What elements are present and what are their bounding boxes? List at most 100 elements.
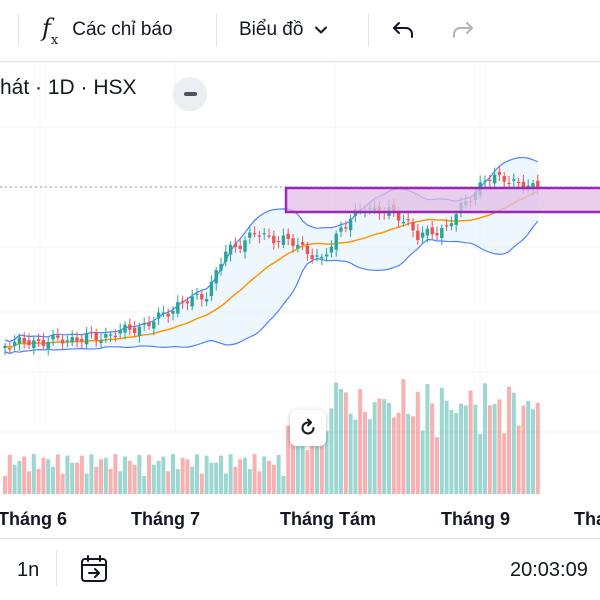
- indicators-label: Các chỉ báo: [72, 19, 173, 40]
- candle-body: [512, 179, 516, 181]
- toolbar-separator: [18, 14, 19, 46]
- candle-body: [17, 337, 22, 344]
- volume-bar: [17, 460, 22, 494]
- candle-body: [430, 227, 434, 235]
- redo-icon: [453, 22, 473, 38]
- candle-body: [8, 348, 12, 350]
- volume-bar: [108, 468, 113, 494]
- reset-chart-button[interactable]: [290, 410, 326, 446]
- volume-bar: [161, 456, 166, 494]
- volume-bar: [84, 473, 89, 494]
- candle-body: [267, 235, 271, 237]
- candle-body: [286, 233, 290, 239]
- candle-body: [444, 225, 449, 227]
- volume-bar: [199, 473, 204, 494]
- volume-bar: [526, 400, 531, 494]
- volume-bar: [137, 454, 142, 494]
- volume-bar: [401, 379, 406, 494]
- volume-bar: [291, 423, 295, 494]
- volume-bar: [454, 413, 459, 494]
- volume-bar: [295, 418, 300, 494]
- symbol-legend[interactable]: hát · 1D · HSX: [0, 76, 137, 99]
- volume-bar: [406, 413, 411, 494]
- volume-bar: [79, 455, 84, 494]
- candle-body: [3, 346, 7, 348]
- undo-button[interactable]: [390, 10, 416, 50]
- candle-body: [300, 242, 305, 245]
- minus-icon: [183, 92, 197, 96]
- candle-body: [56, 335, 60, 338]
- candle-body: [276, 240, 281, 243]
- candle-body: [166, 313, 170, 317]
- candle-body: [152, 321, 156, 329]
- candle-body: [156, 312, 161, 319]
- candle-body: [228, 244, 233, 255]
- go-to-date-icon[interactable]: [78, 553, 110, 585]
- candle-body: [449, 223, 454, 227]
- clock: 20:03:09: [510, 559, 588, 581]
- volume-bar: [319, 419, 324, 494]
- volume-bar: [209, 462, 214, 494]
- candle-body: [147, 322, 151, 327]
- volume-bar: [65, 455, 70, 494]
- volume-bar: [195, 454, 199, 494]
- candle-body: [108, 334, 113, 336]
- candle-body: [84, 333, 89, 345]
- interval-button[interactable]: 1n: [17, 559, 40, 581]
- volume-bar: [497, 399, 502, 494]
- legend-collapse-button[interactable]: [173, 77, 207, 111]
- chevron-down-icon: [315, 26, 328, 34]
- candle-body: [142, 323, 146, 325]
- volume-bar: [123, 456, 127, 494]
- candle-body: [516, 181, 521, 184]
- volume-bar: [281, 475, 286, 494]
- redo-button[interactable]: [450, 10, 476, 50]
- candle-body: [531, 183, 535, 189]
- volume-bar: [377, 398, 382, 494]
- volume-bar: [478, 433, 483, 494]
- volume-bar: [166, 471, 171, 494]
- candle-body: [161, 312, 166, 315]
- volume-bar: [118, 471, 123, 494]
- volume-bar: [132, 464, 137, 494]
- volume-bar: [142, 475, 147, 494]
- volume-bar: [310, 417, 315, 494]
- candle-body: [233, 243, 238, 248]
- indicators-button[interactable]: fx Các chỉ báo: [42, 10, 173, 50]
- volume-bar: [439, 387, 444, 494]
- candle-body: [238, 245, 242, 249]
- volume-bar: [516, 425, 521, 494]
- time-axis[interactable]: Tháng 6 Tháng 7 Tháng Tám Tháng 9 Tha: [0, 505, 600, 535]
- candle-body: [502, 176, 506, 182]
- candle-body: [252, 233, 257, 235]
- candle-body: [536, 180, 540, 190]
- volume-bar: [353, 419, 358, 494]
- candle-body: [416, 230, 420, 241]
- candle-body: [113, 335, 118, 338]
- candle-body: [46, 341, 50, 349]
- candle-body: [209, 281, 214, 297]
- volume-bar: [228, 454, 233, 494]
- chart-type-button[interactable]: Biểu đồ: [239, 10, 329, 50]
- candle-body: [65, 340, 70, 342]
- volume-bar: [535, 402, 540, 494]
- volume-bar: [444, 400, 449, 494]
- price-chart[interactable]: [0, 62, 600, 502]
- candle-body: [320, 256, 324, 259]
- volume-bar: [449, 409, 454, 494]
- candle-body: [420, 232, 425, 238]
- candle-body: [406, 219, 410, 221]
- volume-bar: [502, 433, 507, 494]
- volume-bar: [223, 473, 228, 494]
- candle-body: [171, 310, 175, 314]
- volume-bar: [233, 466, 238, 494]
- candle-body: [75, 337, 79, 342]
- volume-bar: [113, 454, 118, 494]
- candle-body: [224, 251, 228, 262]
- candle-body: [497, 171, 502, 175]
- candle-body: [315, 255, 319, 257]
- candle-body: [507, 182, 511, 185]
- volume-bar: [348, 413, 353, 494]
- volume-bar: [252, 454, 257, 494]
- candle-body: [425, 228, 430, 236]
